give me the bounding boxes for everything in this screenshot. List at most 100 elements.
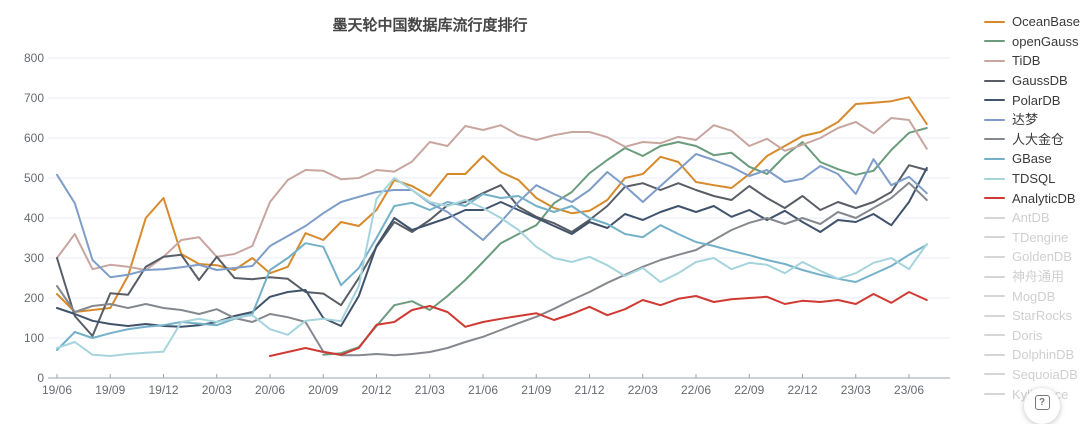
y-axis-tick-label: 100	[24, 331, 44, 345]
legend-label: GoldenDB	[1012, 249, 1072, 265]
legend-swatch-icon	[984, 236, 1005, 239]
series-line-TDSQL[interactable]	[56, 177, 928, 357]
x-axis-tick-label: 22/12	[787, 383, 817, 397]
legend-item-GaussDB[interactable]: GaussDB	[984, 71, 1080, 91]
legend-swatch-icon	[984, 197, 1005, 200]
y-axis-tick-label: 200	[24, 291, 44, 305]
legend-label: OceanBase	[1012, 14, 1080, 30]
legend-item-TiDB[interactable]: TiDB	[984, 51, 1080, 71]
legend-item-StarRocks[interactable]: StarRocks	[984, 306, 1080, 326]
chart-legend: OceanBase openGauss TiDB GaussDB PolarDB 达梦人大…	[984, 12, 1080, 404]
legend-item-神舟通用[interactable]: 神舟通用	[984, 267, 1080, 287]
x-axis-tick-label: 19/09	[95, 383, 125, 397]
legend-label: MogDB	[1012, 288, 1056, 304]
legend-swatch-icon	[984, 255, 1005, 258]
y-axis-tick-label: 700	[24, 91, 44, 105]
legend-label: TDSQL	[1012, 171, 1056, 187]
series-line-OceanBase[interactable]	[56, 96, 928, 313]
x-axis-tick-label: 19/06	[42, 383, 72, 397]
legend-item-GoldenDB[interactable]: GoldenDB	[984, 247, 1080, 267]
y-axis-tick-label: 500	[24, 171, 44, 185]
x-axis-tick-label: 22/03	[628, 383, 658, 397]
legend-label: GBase	[1012, 151, 1052, 167]
legend-item-PolarDB[interactable]: PolarDB	[984, 90, 1080, 110]
chart-card: 墨天轮中国数据库流行度排行 800 700 600 500 400 300 200 100 0 1…	[0, 0, 1080, 414]
legend-item-GBase[interactable]: GBase	[984, 149, 1080, 169]
legend-label: SequoiaDB	[1012, 366, 1078, 382]
legend-item-openGauss[interactable]: openGauss	[984, 32, 1080, 52]
x-axis-tick-label: 20/06	[255, 383, 285, 397]
y-axis-tick-label: 400	[24, 211, 44, 225]
x-axis-tick-label: 21/12	[574, 383, 604, 397]
series-line-GaussDB[interactable]	[56, 164, 928, 337]
legend-swatch-icon	[984, 373, 1005, 376]
legend-item-人大金仓[interactable]: 人大金仓	[984, 130, 1080, 150]
x-axis-tick-label: 21/09	[521, 383, 551, 397]
legend-swatch-icon	[984, 157, 1005, 160]
legend-label: Doris	[1012, 327, 1043, 343]
series-line-PolarDB[interactable]	[56, 167, 928, 328]
legend-swatch-icon	[984, 275, 1005, 278]
legend-item-TDSQL[interactable]: TDSQL	[984, 169, 1080, 189]
legend-label: GaussDB	[1012, 73, 1068, 89]
x-axis-tick-label: 19/12	[148, 383, 178, 397]
legend-swatch-icon	[984, 99, 1005, 102]
legend-swatch-icon	[984, 216, 1005, 219]
y-axis-tick-label: 300	[24, 251, 44, 265]
question-mark-icon: ?	[1034, 395, 1050, 410]
x-axis-tick-label: 21/03	[415, 383, 445, 397]
chart-title: 墨天轮中国数据库流行度排行	[332, 17, 528, 34]
x-axis-tick-label: 22/09	[734, 383, 764, 397]
legend-item-DolphinDB[interactable]: DolphinDB	[984, 345, 1080, 365]
legend-swatch-icon	[984, 353, 1005, 356]
legend-item-TDengine[interactable]: TDengine	[984, 228, 1080, 248]
legend-swatch-icon	[984, 79, 1005, 82]
legend-swatch-icon	[984, 118, 1005, 121]
legend-label: StarRocks	[1012, 308, 1072, 324]
legend-swatch-icon	[984, 40, 1005, 43]
legend-label: 神舟通用	[1012, 269, 1065, 285]
series-line-openGauss[interactable]	[322, 127, 928, 356]
x-axis-tick-label: 20/03	[202, 383, 232, 397]
legend-item-AntDB[interactable]: AntDB	[984, 208, 1080, 228]
legend-swatch-icon	[984, 393, 1005, 396]
x-axis-tick-label: 22/06	[681, 383, 711, 397]
legend-label: DolphinDB	[1012, 347, 1075, 363]
legend-swatch-icon	[984, 59, 1005, 62]
series-line-GBase[interactable]	[56, 193, 928, 351]
series-line-AnalyticDB[interactable]	[269, 291, 928, 357]
series-line-TiDB[interactable]	[56, 117, 928, 271]
series-line-人大金仓[interactable]	[56, 181, 928, 357]
x-axis-tick-label: 20/09	[308, 383, 338, 397]
line-chart-plot-area[interactable]: 800 700 600 500 400 300 200 100 019/06 19/09 19/12…	[0, 0, 960, 414]
y-axis-tick-label: 600	[24, 131, 44, 145]
legend-label: PolarDB	[1012, 92, 1061, 108]
legend-label: AntDB	[1012, 210, 1050, 226]
legend-item-达梦[interactable]: 达梦	[984, 110, 1080, 130]
legend-item-AnalyticDB[interactable]: AnalyticDB	[984, 188, 1080, 208]
legend-swatch-icon	[984, 138, 1005, 141]
legend-item-MogDB[interactable]: MogDB	[984, 286, 1080, 306]
legend-label: 达梦	[1012, 112, 1039, 128]
legend-swatch-icon	[984, 20, 1005, 23]
legend-swatch-icon	[984, 334, 1005, 337]
legend-swatch-icon	[984, 177, 1005, 180]
x-axis-tick-label: 21/06	[468, 383, 498, 397]
x-axis-tick-label: 20/12	[361, 383, 391, 397]
legend-swatch-icon	[984, 295, 1005, 298]
legend-label: AnalyticDB	[1012, 190, 1076, 206]
help-button[interactable]: ?	[1024, 388, 1060, 424]
x-axis-tick-label: 23/03	[841, 383, 871, 397]
legend-item-SequoiaDB[interactable]: SequoiaDB	[984, 365, 1080, 385]
series-line-达梦[interactable]	[56, 153, 928, 279]
legend-item-Doris[interactable]: Doris	[984, 326, 1080, 346]
x-axis-tick-label: 23/06	[894, 383, 924, 397]
legend-label: TiDB	[1012, 53, 1041, 69]
y-axis-tick-label: 800	[24, 51, 44, 65]
y-axis-tick-label: 0	[37, 371, 44, 385]
legend-label: 人大金仓	[1012, 131, 1065, 147]
legend-swatch-icon	[984, 314, 1005, 317]
legend-label: TDengine	[1012, 229, 1069, 245]
legend-item-OceanBase[interactable]: OceanBase	[984, 12, 1080, 32]
legend-label: openGauss	[1012, 33, 1079, 49]
